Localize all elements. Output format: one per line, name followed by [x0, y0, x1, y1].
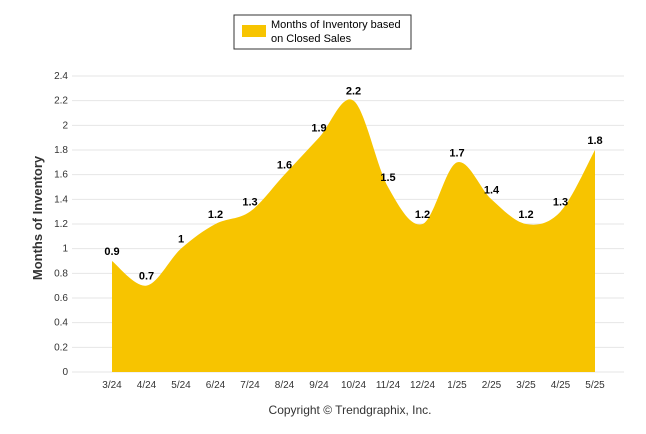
x-tick-label: 4/24 [137, 380, 157, 391]
x-tick-label: 7/24 [240, 380, 260, 391]
y-tick-label: 1.8 [54, 145, 68, 156]
x-tick-label: 9/24 [309, 380, 329, 391]
copyright-footer: Copyright © Trendgraphix, Inc. [269, 403, 432, 417]
data-label: 1.7 [449, 147, 464, 159]
x-axis-ticks: 3/24 4/24 5/24 6/24 7/24 8/24 9/24 10/24 11/24 12… [102, 380, 605, 391]
y-tick-label: 1.6 [54, 170, 68, 181]
y-tick-label: 1.2 [54, 219, 68, 230]
data-label: 1.5 [380, 172, 395, 184]
x-tick-label: 8/24 [275, 380, 295, 391]
data-label: 0.7 [139, 271, 154, 283]
area-series [112, 99, 595, 372]
data-label: 1.9 [311, 123, 326, 135]
y-tick-label: 1 [62, 244, 68, 255]
x-tick-label: 11/24 [376, 380, 401, 391]
y-axis-ticks: 0 0.2 0.4 0.6 0.8 1 1.2 1.4 1.6 1.8 2 2.2 2.4 [54, 71, 68, 378]
y-tick-label: 2 [62, 120, 68, 131]
x-tick-label: 1/25 [447, 380, 467, 391]
x-tick-label: 12/24 [410, 380, 435, 391]
y-tick-label: 2.2 [54, 96, 68, 107]
x-tick-label: 4/25 [551, 380, 571, 391]
data-label: 1.3 [553, 197, 568, 209]
x-tick-label: 3/24 [102, 380, 122, 391]
data-label: 1.6 [277, 160, 292, 172]
data-labels: 0.9 0.7 1 1.2 1.3 1.6 1.9 2.2 1.5 1.2 1.7 1.4 1.2 1.3… [104, 86, 602, 283]
x-tick-label: 10/24 [341, 380, 366, 391]
legend-label-line1: Months of Inventory based [271, 19, 401, 31]
data-label: 1 [178, 234, 184, 246]
y-tick-label: 0.6 [54, 293, 68, 304]
y-tick-label: 0.8 [54, 268, 68, 279]
data-label: 1.2 [415, 209, 430, 221]
y-tick-label: 0 [62, 367, 68, 378]
data-label: 2.2 [346, 86, 361, 98]
legend-swatch [242, 25, 266, 37]
data-label: 1.2 [208, 209, 223, 221]
x-tick-label: 2/25 [482, 380, 502, 391]
y-axis-title: Months of Inventory [30, 155, 45, 280]
x-tick-label: 3/25 [516, 380, 536, 391]
data-label: 1.2 [518, 209, 533, 221]
data-label: 1.3 [242, 197, 257, 209]
data-label: 0.9 [104, 246, 119, 258]
x-tick-label: 6/24 [206, 380, 226, 391]
x-tick-label: 5/25 [585, 380, 605, 391]
area-fill [112, 99, 595, 372]
data-label: 1.8 [587, 135, 602, 147]
legend[interactable]: Months of Inventory based on Closed Sale… [233, 14, 412, 50]
x-tick-label: 5/24 [171, 380, 191, 391]
y-tick-label: 2.4 [54, 71, 68, 82]
y-tick-label: 1.4 [54, 194, 68, 205]
data-label: 1.4 [484, 184, 500, 196]
legend-label-line2: on Closed Sales [271, 33, 352, 45]
y-tick-label: 0.2 [54, 342, 68, 353]
y-tick-label: 0.4 [54, 318, 68, 329]
